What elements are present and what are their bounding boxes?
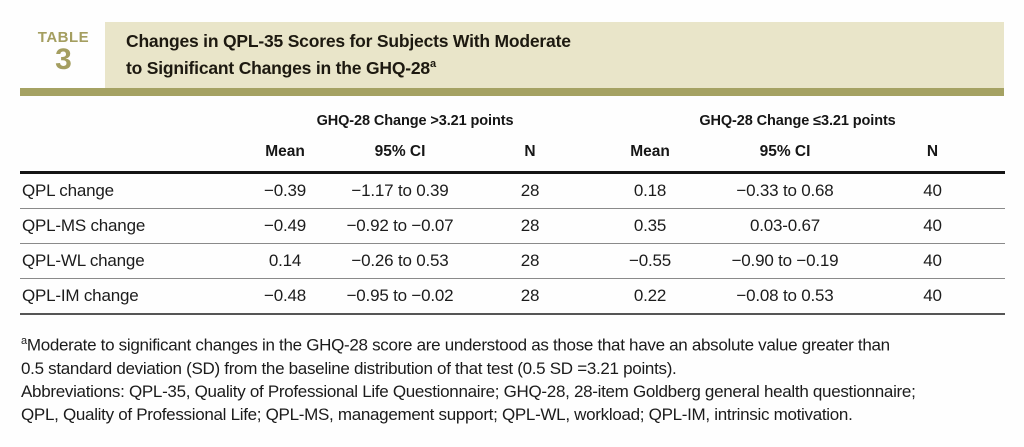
col-header-n-2: N [926,143,939,160]
table-row-qpl-change: QPL change −0.39 −1.17 to 0.39 28 0.18 −… [20,174,1005,209]
row-label: QPL-IM change [22,286,139,305]
group-header-row: GHQ-28 Change >3.21 points GHQ-28 Change… [20,100,1005,129]
title-footnote-marker: a [429,58,436,71]
table-word: TABLE [37,29,90,46]
table-row-qpl-im-change: QPL-IM change −0.48 −0.95 to −0.02 28 0.… [20,279,1005,315]
footnote-line-1-text: Moderate to significant changes in the G… [26,335,890,355]
group-header-spacer [20,100,240,129]
col-header-ci-1: 95% CI [374,143,426,160]
row-label: QPL change [22,181,114,200]
cell-ci-1: −1.17 to 0.39 [351,181,449,200]
cell-n-1: 28 [520,181,540,200]
footnote-line-3: Abbreviations: QPL-35, Quality of Profes… [21,381,916,401]
col-header-n-1: N [524,143,536,160]
cell-mean-1: 0.14 [268,251,302,270]
cell-n-2: 40 [923,286,942,305]
footnote-line-4: QPL, Quality of Professional Life; QPL-M… [21,404,853,424]
cell-n-2: 40 [923,181,942,200]
cell-n-2: 40 [923,216,942,235]
table-title-line2-text: to Significant Changes in the GHQ-28 [126,57,430,78]
cell-ci-2: 0.03-0.67 [749,216,821,235]
row-label: QPL-WL change [22,251,145,270]
cell-ci-1: −0.92 to −0.07 [346,216,454,235]
cell-ci-2: −0.08 to 0.53 [736,286,834,305]
table-title-line1: Changes in QPL-35 Scores for Subjects Wi… [126,31,571,52]
row-label: QPL-MS change [22,216,146,235]
col-header-mean-1: Mean [265,143,305,160]
cell-mean-1: −0.49 [263,216,306,235]
col-header-mean-2: Mean [630,143,670,160]
cell-mean-2: 0.35 [633,216,667,235]
col-header-ci-2: 95% CI [759,143,811,160]
title-banner: Changes in QPL-35 Scores for Subjects Wi… [105,22,1004,88]
cell-n-1: 28 [520,251,540,270]
cell-ci-1: −0.26 to 0.53 [351,251,449,270]
table-row-qpl-ms-change: QPL-MS change −0.49 −0.92 to −0.07 28 0.… [20,209,1005,244]
table-number: 3 [55,43,72,76]
cell-mean-2: 0.22 [633,286,667,305]
group-header-ghq-gt: GHQ-28 Change >3.21 points [316,113,514,129]
cell-mean-1: −0.39 [263,181,306,200]
data-table: GHQ-28 Change >3.21 points GHQ-28 Change… [20,100,1005,315]
footnote-line-1: aModerate to significant changes in the … [21,330,1016,357]
table-title-line2: to Significant Changes in the GHQ-28a [126,53,1004,80]
table-row-qpl-wl-change: QPL-WL change 0.14 −0.26 to 0.53 28 −0.5… [20,244,1005,279]
cell-mean-1: −0.48 [263,286,306,305]
footnotes: aModerate to significant changes in the … [21,330,1016,426]
cell-ci-2: −0.33 to 0.68 [736,181,834,200]
table-number-label: TABLE 3 [22,29,105,76]
cell-ci-2: −0.90 to −0.19 [731,251,839,270]
footnote-line-2: 0.5 standard deviation (SD) from the bas… [21,358,677,378]
sub-header-row: Mean 95% CI N Mean 95% CI N [20,129,1005,174]
footnote-marker: a [21,335,27,347]
cell-mean-2: −0.55 [628,251,671,270]
cell-n-1: 28 [520,286,540,305]
cell-mean-2: 0.18 [633,181,667,200]
cell-n-1: 28 [520,216,540,235]
cell-ci-1: −0.95 to −0.02 [346,286,454,305]
group-header-ghq-le: GHQ-28 Change ≤3.21 points [699,113,896,129]
accent-rule [20,88,1004,96]
sub-header-spacer [20,129,240,171]
cell-n-2: 40 [923,251,942,270]
